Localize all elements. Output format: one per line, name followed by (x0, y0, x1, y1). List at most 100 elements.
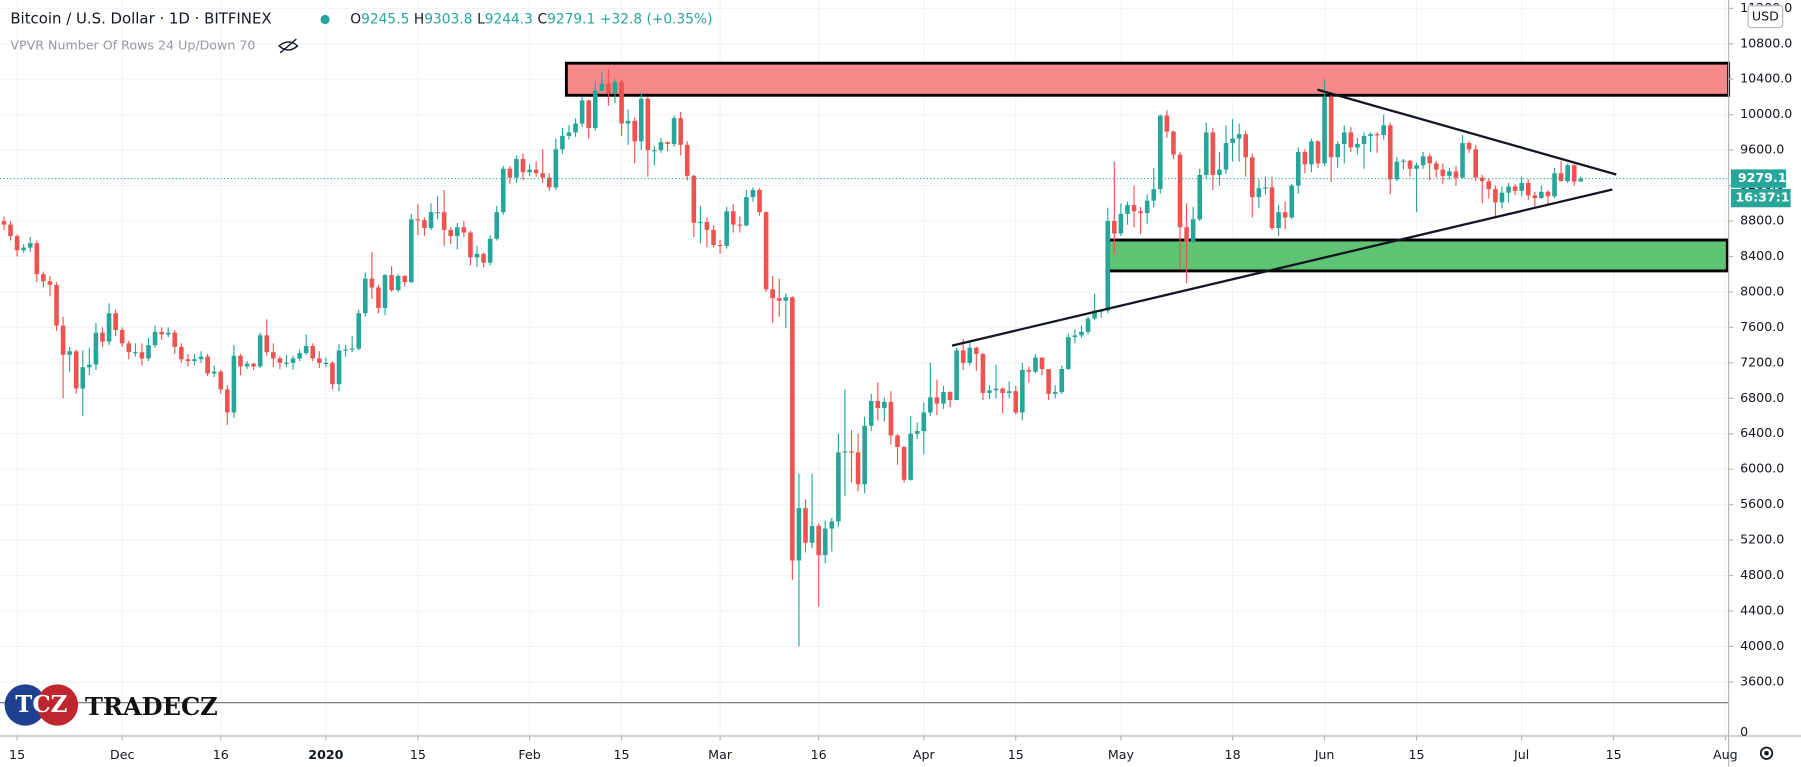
candle-body (461, 227, 467, 233)
y-tick-label: 5600.0 (1740, 496, 1784, 511)
candle-body (1420, 156, 1426, 166)
candle-body (21, 247, 26, 251)
candle-body (941, 392, 946, 404)
price-zone (1105, 238, 1729, 273)
candle-body (507, 168, 513, 178)
candle-body (146, 345, 151, 359)
candle-body (717, 244, 723, 247)
candle-body (1394, 161, 1400, 180)
candle-body (665, 142, 670, 144)
candle-body (724, 211, 729, 246)
candle-body (1118, 213, 1124, 234)
candle-body (1401, 160, 1406, 162)
candle-body (34, 243, 40, 275)
candle-body (251, 363, 256, 367)
candle-body (1499, 192, 1505, 203)
candle-body (645, 98, 651, 151)
candle-body (165, 332, 171, 335)
currency-box[interactable] (1747, 5, 1784, 29)
candle-body (41, 274, 46, 282)
candle-body (172, 332, 178, 347)
candle-body (855, 452, 861, 485)
candle-body (1440, 169, 1446, 176)
candle-body (1125, 205, 1130, 214)
ohlc-value: 9303.8 (424, 12, 472, 28)
candle-body (330, 362, 335, 385)
eye-slash[interactable] (279, 38, 297, 54)
countdown-label: 16:37:17 (1736, 190, 1799, 205)
x-tick-label: 15 (1409, 747, 1425, 762)
candle-body (1230, 138, 1235, 144)
candle-body (343, 349, 348, 351)
candle-body (231, 355, 237, 413)
candle-body (1072, 335, 1078, 338)
candle-body (1532, 195, 1538, 198)
candle-body (1381, 125, 1386, 136)
visibility-icon[interactable] (278, 38, 299, 54)
y-tick-label: 6400.0 (1740, 425, 1784, 440)
candle-body (546, 177, 552, 188)
candle-body (47, 281, 53, 285)
candle-body (198, 356, 204, 360)
candle-body (1506, 186, 1511, 193)
candle-body (238, 355, 243, 367)
candle-body (139, 352, 145, 359)
x-tick-label: 15 (9, 747, 25, 762)
candle-body (573, 123, 578, 133)
x-tick-label: Aug (1713, 747, 1738, 762)
candle-body (428, 212, 434, 229)
candle-body (408, 219, 414, 283)
pane2-tick-label: 0 (1740, 724, 1748, 739)
candle-body (1046, 369, 1051, 394)
currency-label[interactable]: USD (1752, 9, 1779, 24)
y-tick-label: 10400.0 (1740, 71, 1792, 86)
candle-body (730, 211, 736, 225)
gear[interactable] (1759, 746, 1774, 760)
candle-body (1407, 160, 1413, 169)
candle-body (711, 229, 716, 245)
candle-body (1197, 174, 1203, 220)
candle-body (1210, 132, 1216, 175)
candle-body (441, 212, 447, 230)
candle-body (67, 351, 72, 355)
candle-body (1571, 165, 1577, 182)
candle-body (389, 275, 394, 291)
symbol-title: Bitcoin / U.S. Dollar · 1D · BITFINEX (10, 10, 271, 28)
candle-body (619, 81, 624, 124)
candle-body (698, 221, 703, 224)
candle-body (1006, 391, 1012, 393)
candle-body (500, 168, 506, 213)
candle-body (632, 120, 637, 142)
logo-circle (36, 684, 79, 726)
candle-body (284, 362, 289, 364)
candle-body (1263, 187, 1268, 189)
candle-body (363, 278, 368, 314)
candle-body (776, 298, 782, 301)
x-tick-label: May (1108, 747, 1135, 762)
candle-body (1105, 221, 1111, 311)
candle-body (106, 313, 112, 342)
candle-body (914, 431, 920, 434)
candle-body (862, 425, 867, 485)
candle-body (684, 144, 690, 176)
settings-icon[interactable] (1759, 746, 1774, 760)
axes: 3600.0 4000.0 4400.0 4800.0 5200.0 5600.0 6000… (9, 0, 1798, 762)
logo-mark: TCZ (15, 691, 67, 718)
candle-body (179, 346, 184, 360)
candle-body (481, 253, 486, 263)
candle-body (796, 508, 802, 561)
trendline (1317, 88, 1617, 176)
candle-body (921, 412, 927, 432)
candle-body (1079, 331, 1084, 336)
candle-body (1092, 310, 1097, 319)
candle-body (1184, 227, 1189, 242)
logo-circle (4, 684, 46, 726)
candle-body (1052, 392, 1058, 394)
ohlc-label: O (350, 12, 361, 28)
gear-hub[interactable] (1764, 750, 1769, 756)
x-tick-label: 15 (410, 747, 426, 762)
candle-body (586, 100, 591, 128)
grid (0, 0, 1729, 736)
x-tick-label: Mar (708, 747, 733, 762)
